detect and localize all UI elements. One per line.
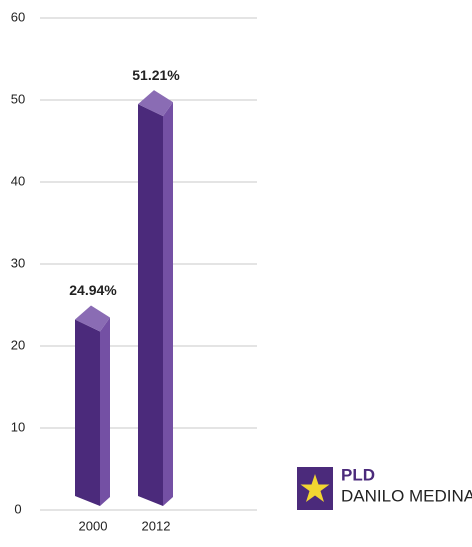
legend-star xyxy=(300,474,330,502)
value-label: 51.21% xyxy=(132,67,180,83)
bar xyxy=(138,90,173,506)
bar-top xyxy=(138,90,173,117)
x-tick-label: 2000 xyxy=(79,518,108,533)
legend: PLD DANILO MEDINA xyxy=(297,465,472,510)
value-label: 24.94% xyxy=(69,282,117,298)
bar-front xyxy=(75,319,100,506)
bar-front xyxy=(138,104,163,506)
x-tick-label: 2012 xyxy=(142,518,171,533)
y-tick-label: 10 xyxy=(11,419,25,434)
bar-side xyxy=(163,102,173,506)
y-tick-label: 20 xyxy=(11,337,25,352)
legend-label: DANILO MEDINA xyxy=(341,486,472,505)
y-tick-label: 60 xyxy=(11,9,25,24)
legend-title: PLD xyxy=(341,465,375,484)
y-tick-label: 30 xyxy=(11,255,25,270)
y-tick-label: 50 xyxy=(11,91,25,106)
y-tick-label: 0 xyxy=(14,501,21,516)
bar xyxy=(75,305,110,506)
bar-top xyxy=(75,305,110,332)
y-tick-label: 40 xyxy=(11,173,25,188)
bar-side xyxy=(100,317,110,506)
